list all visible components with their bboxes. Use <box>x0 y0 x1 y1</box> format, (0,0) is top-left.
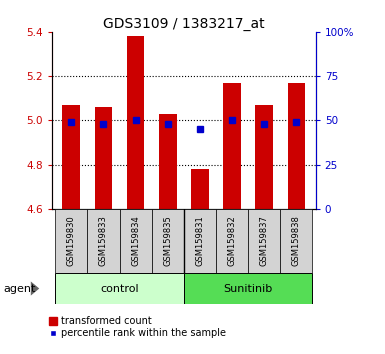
Text: Sunitinib: Sunitinib <box>224 284 273 293</box>
Text: agent: agent <box>4 284 36 293</box>
Bar <box>62 105 80 209</box>
Text: GSM159837: GSM159837 <box>260 215 269 266</box>
Bar <box>216 209 248 273</box>
Text: GSM159838: GSM159838 <box>292 215 301 266</box>
Text: GSM159834: GSM159834 <box>131 215 140 266</box>
Bar <box>55 273 184 304</box>
Bar <box>255 105 273 209</box>
Bar <box>191 169 209 209</box>
Bar <box>184 209 216 273</box>
Bar <box>55 209 87 273</box>
Text: GSM159832: GSM159832 <box>228 215 236 266</box>
Text: GSM159833: GSM159833 <box>99 215 108 266</box>
Bar <box>95 107 112 209</box>
Text: control: control <box>100 284 139 293</box>
Bar <box>127 36 144 209</box>
Text: GSM159830: GSM159830 <box>67 215 76 266</box>
Text: GSM159835: GSM159835 <box>163 215 172 266</box>
Bar <box>152 209 184 273</box>
Bar <box>119 209 152 273</box>
Bar <box>223 83 241 209</box>
Bar <box>288 83 305 209</box>
Title: GDS3109 / 1383217_at: GDS3109 / 1383217_at <box>103 17 264 31</box>
Bar <box>248 209 280 273</box>
Bar <box>159 114 177 209</box>
Text: GSM159831: GSM159831 <box>196 215 204 266</box>
Bar <box>184 273 313 304</box>
Bar <box>280 209 313 273</box>
Legend: transformed count, percentile rank within the sample: transformed count, percentile rank withi… <box>49 316 226 338</box>
Bar <box>87 209 119 273</box>
